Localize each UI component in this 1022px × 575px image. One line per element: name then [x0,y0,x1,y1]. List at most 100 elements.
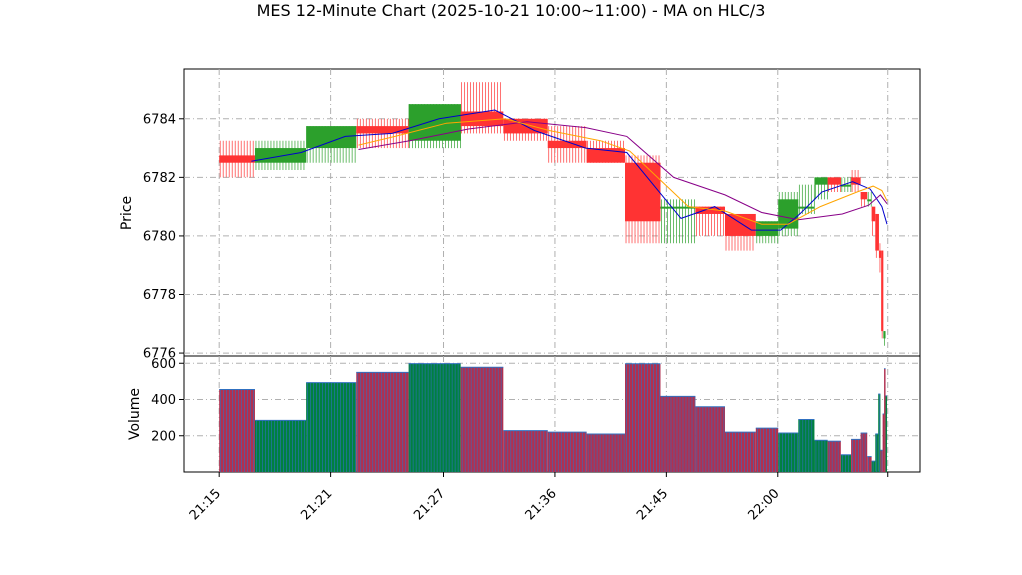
time-x-ticks: 21:15 21:21 21:27 21:36 21:45 22:00 [187,472,889,523]
candle-body [306,126,357,149]
price-y-tick-label: 6776 [143,347,176,362]
down-candle [827,177,841,192]
down-candle [878,243,882,273]
ma-slow-line [358,121,888,221]
volume-bar-fill [460,367,504,472]
volume-bar [885,395,888,472]
volume-y-tick-label: 600 [151,357,176,372]
down-candle [860,192,868,207]
volume-bar [625,363,661,472]
volume-bar-fill [840,454,852,472]
volume-bar-fill [625,363,661,472]
volume-bar [798,418,815,472]
volume-panel: 200 400 600 Volume [127,355,921,473]
volume-bar [547,431,587,472]
volume-bar [306,382,357,472]
up-candle [814,177,828,200]
up-candle [306,126,357,163]
down-candle [547,126,587,163]
volume-bar-fill [798,419,815,472]
volume-bar [586,433,626,472]
volume-bar-fill [408,363,461,472]
moving-averages [251,109,888,231]
x-tick-label: 21:45 [634,486,671,523]
volume-bar [878,393,881,472]
volume-bar-fill [755,428,779,472]
candle-body [356,126,409,134]
up-candle [867,192,872,207]
volume-bar-fill [860,433,868,472]
volume-bar-fill [882,414,885,472]
volume-bar [880,449,883,472]
price-axis-label: Price [119,196,135,230]
candle-body [840,184,852,187]
volume-bar-fill [219,389,255,472]
up-candle [660,199,696,244]
candle-body [219,155,255,163]
down-candle [881,250,884,339]
volume-bar [814,439,828,472]
volume-bar [695,406,726,472]
volume-bar-fill [885,395,888,472]
volume-bar [356,371,409,472]
down-candle [695,206,726,236]
volume-bar [755,427,779,472]
x-tick-label: 21:27 [411,486,448,523]
volume-bar [725,431,756,472]
volume-bar [882,413,885,472]
volume-bar [860,432,868,472]
up-candle [755,221,779,244]
down-candle [219,140,255,178]
volume-bar-fill [884,368,886,472]
down-candle [460,82,504,134]
volume-bar-fill [814,440,828,472]
down-candle [875,213,879,258]
chart-title: MES 12-Minute Chart (2025-10-21 10:00~11… [257,1,766,20]
volume-bar-fill [827,441,841,472]
volume-bar [778,432,799,472]
candle-body [871,206,876,222]
volume-bars [219,363,888,472]
volume-axis-label: Volume [127,388,143,440]
volume-bar [660,395,696,472]
volume-bar [875,433,879,472]
volume-bar-fill [695,406,726,472]
volume-bar [871,460,876,472]
volume-bar [254,419,307,472]
volume-y-tick-label: 200 [151,429,176,444]
candle-body [725,213,756,236]
ma-mid-line [358,118,888,225]
candle-body [875,213,879,251]
volume-bar-fill [878,394,881,472]
volume-y-tick-label: 400 [151,393,176,408]
price-y-tick-label: 6784 [143,112,176,127]
up-candle [883,331,886,346]
candle-body [860,192,868,200]
volume-bar [219,389,255,472]
volume-bar-fill [778,433,799,472]
volume-bar [827,440,841,472]
candle-body [851,177,861,185]
volume-bar-fill [871,461,876,472]
up-candle [798,184,815,214]
candle-body [883,331,886,339]
volume-bar-fill [356,372,409,472]
x-tick-label: 21:15 [187,486,224,523]
candle-body [881,250,884,332]
price-panel: 6776 6778 6780 6782 6784 Price [119,68,921,362]
volume-bar [884,368,886,472]
volume-bar-fill [306,382,357,472]
price-y-tick-label: 6782 [143,171,176,186]
volume-bar [851,438,861,472]
volume-bar [840,454,852,472]
volume-y-ticks: 200 400 600 [151,357,184,444]
x-tick-label: 21:36 [523,486,560,523]
volume-bar-fill [880,450,883,472]
down-candle [725,213,756,251]
candle-body [814,177,828,185]
up-candle [254,140,307,171]
volume-bar-fill [867,456,872,472]
price-y-tick-label: 6780 [143,229,176,244]
candle-body [878,250,882,258]
